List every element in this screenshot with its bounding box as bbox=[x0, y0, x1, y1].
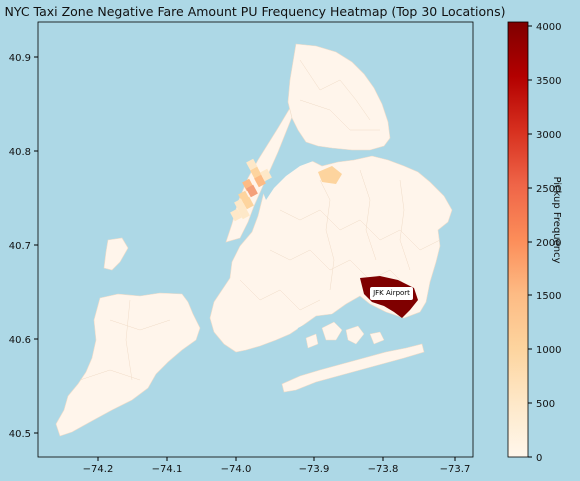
y-tick-label: 40.5 bbox=[9, 429, 31, 440]
x-tick-label: −74.2 bbox=[83, 464, 114, 475]
colorbar-label: Pickup Frequency bbox=[551, 176, 562, 264]
colorbar-ticks: 0 500 1000 1500 2000 2500 3000 3500 4000 bbox=[528, 22, 561, 464]
x-tick-label: −74.1 bbox=[152, 464, 183, 475]
rockaway bbox=[281, 343, 425, 393]
y-tick-label: 40.8 bbox=[9, 147, 31, 158]
map-title: NYC Taxi Zone Negative Fare Amount PU Fr… bbox=[4, 4, 506, 19]
zone-boundaries bbox=[79, 59, 441, 381]
colorbar-tick-label: 3000 bbox=[536, 130, 561, 141]
liberty-island-area bbox=[103, 237, 129, 271]
y-axis: 40.5 40.6 40.7 40.8 40.9 bbox=[9, 53, 38, 440]
map-land bbox=[55, 43, 453, 437]
manhattan-heat-cells bbox=[230, 158, 272, 222]
colorbar-tick-label: 2000 bbox=[536, 238, 561, 249]
y-tick-label: 40.7 bbox=[9, 241, 31, 252]
jamaica-bay-islands bbox=[305, 321, 385, 349]
colorbar bbox=[507, 21, 529, 458]
plot-frame bbox=[37, 21, 474, 458]
jamaica-bay bbox=[292, 312, 402, 364]
x-tick-label: −73.8 bbox=[368, 464, 399, 475]
x-tick-label: −73.9 bbox=[299, 464, 330, 475]
staten-island bbox=[55, 292, 201, 437]
x-tick-label: −73.7 bbox=[440, 464, 471, 475]
east-river bbox=[262, 150, 340, 200]
bronx bbox=[287, 43, 391, 151]
colorbar-tick-label: 2500 bbox=[536, 184, 561, 195]
laguardia-zone bbox=[318, 166, 342, 184]
y-tick-label: 40.6 bbox=[9, 335, 31, 346]
colorbar-tick-label: 1000 bbox=[536, 345, 561, 356]
jfk-airport-label: JFK Airport bbox=[370, 287, 413, 300]
colorbar-tick-label: 3500 bbox=[536, 76, 561, 87]
x-tick-label: −74.0 bbox=[221, 464, 252, 475]
x-axis: −74.2 −74.1 −74.0 −73.9 −73.8 −73.7 bbox=[83, 457, 471, 475]
colorbar-tick-label: 4000 bbox=[536, 22, 561, 33]
y-tick-label: 40.9 bbox=[9, 53, 31, 64]
colorbar-tick-label: 0 bbox=[536, 453, 542, 464]
colorbar-tick-label: 500 bbox=[536, 399, 555, 410]
colorbar-tick-label: 1500 bbox=[536, 291, 561, 302]
